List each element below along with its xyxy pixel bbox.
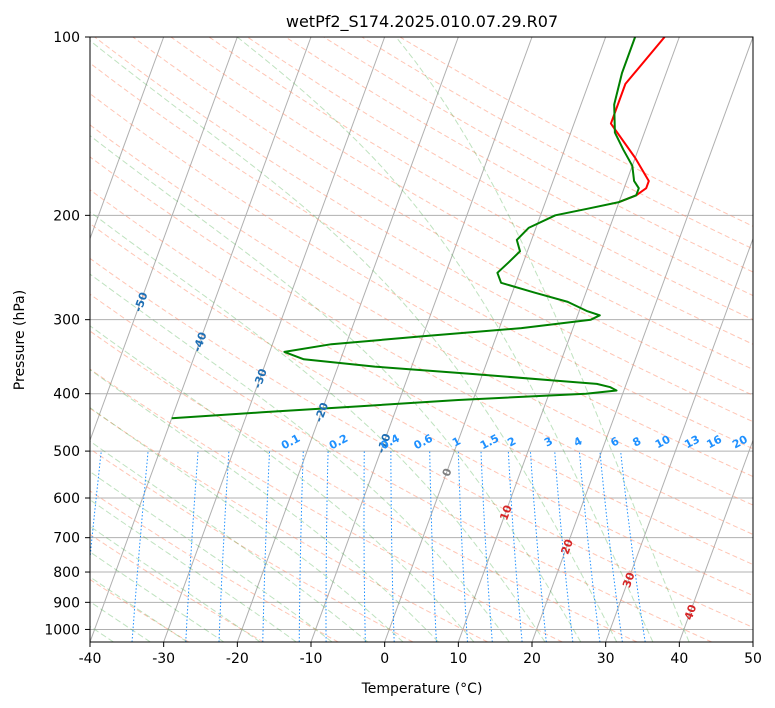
x-tick-label: -10 [300,651,323,667]
isotherm-line [90,37,165,241]
isotherm-line [90,37,238,442]
isotherm-line [678,438,753,642]
dry-adiabat [208,37,753,345]
y-axis-label: Pressure (hPa) [12,290,28,390]
mixing-ratio-line [429,451,437,642]
mixing-ratio-label: 16 [704,433,724,452]
mixing-ratio-label: 25 [756,433,775,452]
y-tick-label: 700 [53,531,80,547]
dry-adiabat [90,293,712,642]
x-tick-label: 20 [523,651,541,667]
isotherm-line [384,37,607,642]
mixing-ratio-line [131,451,149,642]
dry-adiabat [90,223,753,597]
dry-adiabat [90,407,488,642]
moist-adiabat [395,37,690,642]
x-tick-label: 50 [744,651,762,667]
y-tick-label: 500 [53,444,80,460]
mixing-ratio-line [218,451,230,642]
mixing-ratio-line [325,451,329,642]
mixing-ratio-line [363,451,366,642]
x-tick-label: 40 [670,651,688,667]
y-tick-label: 600 [53,491,80,507]
temperature-profile-line [609,37,666,204]
x-tick-label: 10 [449,651,467,667]
x-tick-label: -40 [79,651,102,667]
x-tick-label: 30 [597,651,615,667]
moist-adiabat [90,273,510,642]
mixing-ratio-line [390,451,395,642]
dry-adiabat [285,37,753,297]
y-tick-label: 100 [53,30,80,46]
mixing-ratio-label: 20 [730,433,750,452]
dry-adiabat [90,124,753,506]
mixing-ratio-line [480,451,493,642]
isotherm-line [90,37,312,642]
y-tick-label: 900 [53,595,80,611]
isotherm-line [605,237,753,642]
mixing-ratio-line [185,451,199,642]
moist-adiabat [90,440,369,642]
isotherm-label: 10 [497,503,515,522]
mixing-ratio-line [457,451,468,642]
isotherm-label: 0 [440,466,455,478]
profiles [171,37,666,420]
mixing-ratio-label: 13 [682,433,702,452]
dry-adiabat [90,62,753,450]
x-tick-label: -30 [152,651,175,667]
mixing-ratio-label: 10 [653,432,673,451]
dry-adiabat [90,368,563,642]
isotherm-line [236,37,459,642]
moist-adiabat [90,499,297,642]
moist-adiabat [236,37,654,642]
y-tick-label: 300 [53,313,80,329]
y-tick-label: 800 [53,565,80,581]
isotherm-label: -70 [17,201,36,224]
dry-adiabat [90,330,638,642]
y-tick-label: 200 [53,208,80,224]
dewpoint-profile-line [171,37,640,420]
moist-adiabat [90,39,618,642]
axis-ticks: -40 -30 -20 -10 0 10 20 30 40 5010009008007006005… [44,30,762,667]
y-tick-label: 400 [53,387,80,403]
mixing-ratio-line [507,451,523,642]
moist-adiabat [90,551,225,642]
dry-adiabat [90,93,753,478]
x-axis-label: Temperature (°C) [361,681,483,697]
isotherm-line [163,37,386,642]
mixing-ratio-line [298,451,304,642]
y-tick-label: 1000 [44,622,80,638]
moist-adiabat [90,525,261,642]
mixing-ratio-line [262,451,270,642]
moist-adiabat [90,211,546,642]
dry-adiabat [247,37,753,321]
isotherm-line [457,37,680,642]
dry-adiabat [94,37,753,423]
chart-title: wetPf2_S174.2025.010.07.29.R07 [286,12,558,32]
isotherm-label: 40 [682,603,700,622]
mixing-ratio-line [529,451,547,642]
thermo-lines [90,37,753,642]
dry-adiabat [90,448,414,642]
moist-adiabat [90,407,404,642]
dry-adiabat [90,189,753,566]
isotherm-label: 30 [620,570,638,589]
isotherm-line [752,640,753,642]
dry-adiabat [90,533,264,642]
x-tick-label: 0 [380,651,389,667]
dry-adiabat [90,156,753,535]
plot-frame [89,36,754,643]
isotherm-label: 20 [559,537,577,556]
mixing-ratio-line [90,451,102,563]
x-tick-label: -20 [226,651,249,667]
moist-adiabat [90,576,188,642]
mixing-ratio-line [554,451,574,642]
moist-adiabat [90,369,439,642]
isotherm-line [531,37,753,642]
